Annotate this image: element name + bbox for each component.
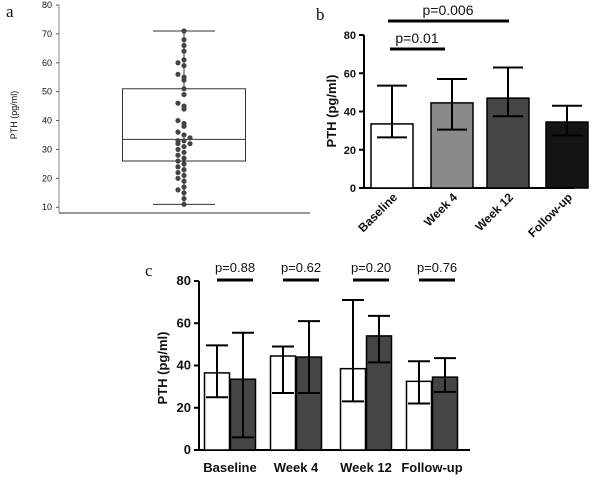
panel-b-y-ticks: 0 20 40 60 80: [344, 30, 365, 195]
panel-b-significance: p=0.01 p=0.006: [388, 2, 509, 51]
panel-a-y-tick-label: 80: [42, 0, 52, 10]
panel-c-y-axis-tick-label: 0: [184, 442, 191, 457]
panel-a-data-point: [181, 86, 187, 92]
panel-a-plot: [122, 28, 246, 207]
panel-a-data-point: [181, 143, 187, 150]
panel-c-p-value: p=0.76: [417, 260, 457, 275]
panel-a-data-point: [175, 169, 181, 176]
panel-c-y-ticks: 0 20 40 60 80: [177, 273, 200, 457]
panel-c-y-axis-label: PTH (pg/ml): [155, 332, 170, 405]
panel-a-data-point: [181, 184, 187, 190]
panel-c: c PTH (pg/ml) 0 20 40 60 80 Baseline Week 4 We…: [145, 260, 470, 475]
panel-c-significance: p=0.88 p=0.62 p=0.20 p=0.76: [215, 260, 457, 282]
panel-a-data-point: [181, 63, 187, 69]
panel-a-data-point: [181, 48, 187, 54]
panel-a-y-tick-label: 20: [42, 173, 52, 183]
panel-c-category-label: Week 4: [274, 460, 319, 475]
panel-a-data-point: [175, 146, 181, 153]
panel-a-y-tick-label: 70: [42, 29, 52, 39]
panel-b-label: b: [316, 5, 325, 24]
panel-b-y-axis-tick-label: 0: [350, 183, 356, 195]
panel-b-category-label: Follow-up: [525, 190, 575, 240]
panel-b-y-axis-tick-label: 40: [344, 107, 356, 119]
panel-b-y-axis-tick-label: 60: [344, 68, 356, 80]
panel-c-category-label: Baseline: [203, 460, 256, 475]
panel-a-data-point: [181, 103, 187, 109]
panel-a: a PTH (pg/ml) 10 20 30 40 50 60 70 80: [6, 0, 310, 214]
panel-a-data-point: [175, 138, 181, 144]
panel-b-y-axis-label: PTH (pg/ml): [324, 75, 339, 148]
panel-a-data-point: [181, 57, 187, 63]
panel-c-category-label: Week 12: [340, 460, 392, 475]
panel-b-bar: [370, 123, 414, 189]
panel-c-y-axis-tick-label: 40: [177, 358, 191, 373]
panel-a-y-tick-label: 10: [42, 202, 52, 212]
panel-b-categories: Baseline Week 4 Week 12 Follow-up: [355, 190, 575, 240]
panel-a-data-point: [175, 164, 181, 170]
panel-a-data-point: [181, 201, 187, 207]
panel-a-data-point: [175, 187, 181, 193]
panel-c-category-label: Follow-up: [401, 460, 462, 475]
panel-a-y-tick-label: 40: [42, 116, 52, 126]
panel-a-data-point: [181, 178, 187, 184]
panel-a-data-point: [181, 155, 187, 161]
panel-b-y-axis-tick-label: 20: [344, 145, 356, 157]
panel-a-data-point: [181, 161, 187, 167]
panel-c-y-axis-tick-label: 20: [177, 400, 191, 415]
panel-a-y-ticks: 10 20 30 40 50 60 70 80: [42, 0, 59, 212]
panel-b-p-value-2: p=0.006: [423, 2, 474, 18]
panel-a-y-axis-label: PTH (pg/ml): [9, 91, 19, 140]
panel-a-data-point: [175, 158, 181, 164]
panel-a-y-tick-label: 30: [42, 144, 52, 154]
panel-a-data-point: [181, 37, 187, 43]
panel-c-y-axis-tick-label: 80: [177, 273, 191, 288]
panel-a-y-tick-label: 50: [42, 87, 52, 97]
panel-b-p-value-1: p=0.01: [395, 30, 438, 46]
panel-c-y-axis-tick-label: 60: [177, 315, 191, 330]
panel-b-bar: [430, 102, 474, 189]
panel-a-data-point: [181, 28, 187, 34]
panel-c-plot: [199, 299, 470, 451]
panel-b-category-label: Week 12: [472, 190, 516, 234]
panel-b-category-label: Baseline: [355, 190, 400, 235]
panel-a-data-point: [175, 152, 181, 158]
panel-a-data-point: [187, 141, 193, 147]
panel-a-data-point: [175, 60, 181, 66]
panel-a-data-point: [181, 91, 187, 98]
panel-b-y-axis-tick-label: 80: [344, 30, 356, 42]
panel-a-data-point: [175, 175, 181, 181]
panel-a-data-point: [181, 172, 187, 179]
panel-a-data-point: [175, 129, 181, 135]
panel-a-data-point: [181, 195, 187, 202]
panel-a-data-point: [175, 100, 181, 106]
panel-c-label: c: [145, 261, 153, 280]
panel-c-p-value: p=0.88: [215, 260, 255, 275]
panel-b-plot: [364, 66, 589, 189]
panel-a-data-point: [175, 71, 181, 77]
panel-a-y-tick-label: 60: [42, 58, 52, 68]
panel-c-p-value: p=0.62: [281, 260, 321, 275]
panel-a-data-point: [181, 138, 187, 144]
panel-a-data-point: [181, 167, 187, 173]
panel-a-data-point: [181, 132, 187, 138]
panel-a-data-point: [175, 117, 181, 124]
panel-a-data-point: [181, 190, 187, 196]
panel-a-data-point: [181, 74, 187, 80]
panel-b-category-label: Week 4: [421, 190, 460, 229]
panel-b: b PTH (pg/ml) 0 20 40 60 80 Baseline Week 4 We…: [316, 2, 589, 240]
panel-a-data-point: [181, 120, 187, 127]
panel-a-label: a: [6, 2, 14, 21]
panel-a-data-point: [187, 135, 193, 141]
panel-c-p-value: p=0.20: [351, 260, 391, 275]
panel-a-data-point: [181, 42, 187, 49]
panel-a-data-point: [181, 149, 187, 155]
panel-c-categories: Baseline Week 4 Week 12 Follow-up: [203, 460, 462, 475]
